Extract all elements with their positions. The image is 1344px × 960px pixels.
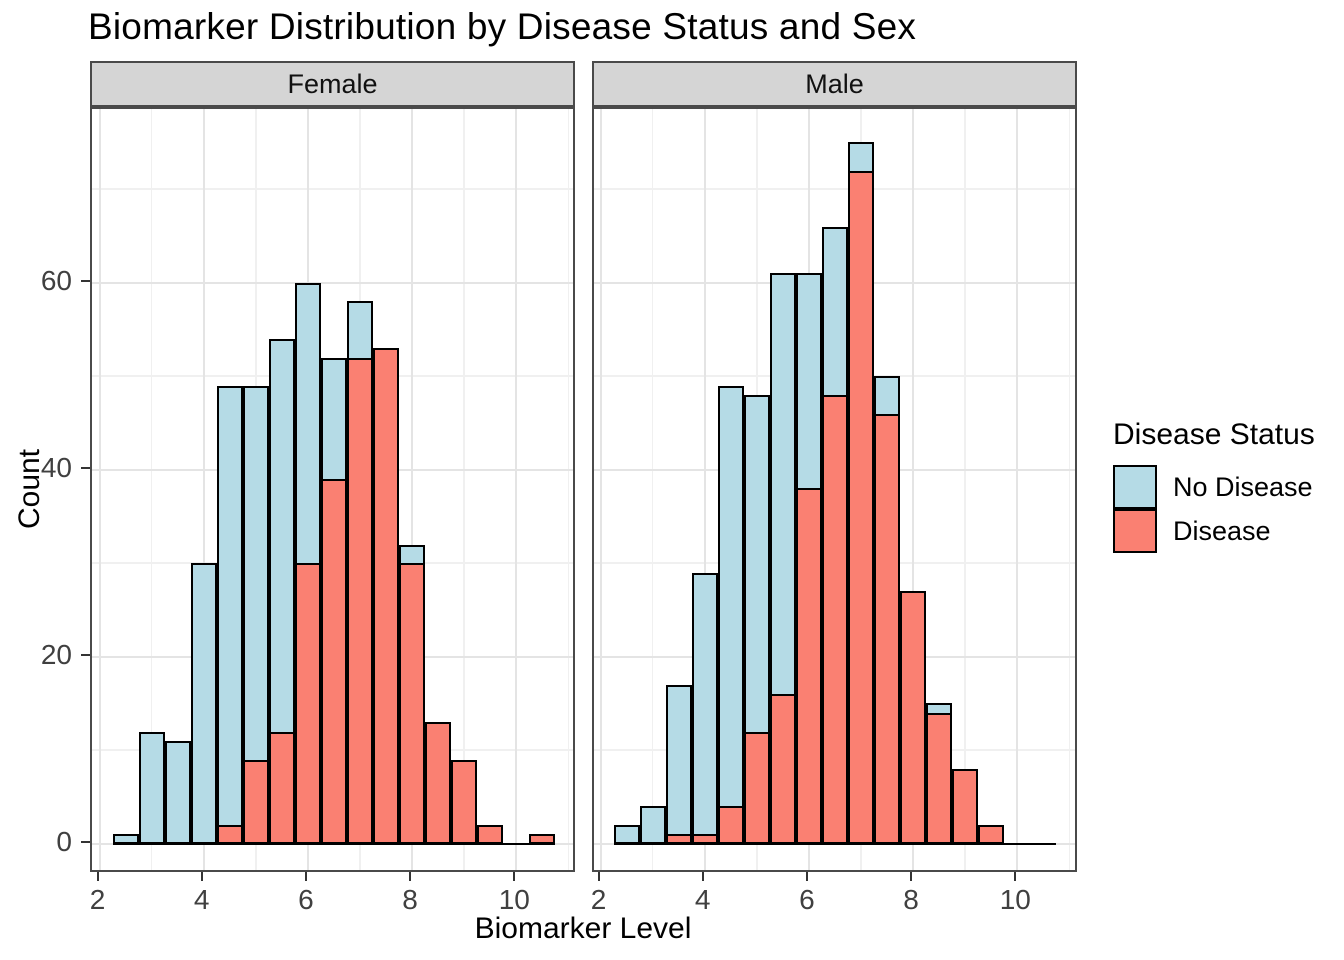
histogram-bar xyxy=(216,385,243,844)
x-tick xyxy=(1014,872,1017,881)
y-tick xyxy=(81,466,90,469)
x-tick xyxy=(409,872,412,881)
histogram-bar xyxy=(529,834,556,844)
histogram-bar xyxy=(639,806,666,844)
histogram-bar xyxy=(769,694,796,844)
histogram-bar xyxy=(477,825,504,844)
x-tick xyxy=(701,872,704,881)
histogram-bar xyxy=(373,348,400,844)
x-tick xyxy=(910,872,913,881)
histogram-bar xyxy=(190,563,217,844)
histogram-bar xyxy=(425,722,452,844)
histogram-bar xyxy=(112,834,139,844)
x-tick xyxy=(805,872,808,881)
gridline-x-major xyxy=(912,109,915,870)
histogram-bar xyxy=(613,825,640,844)
x-tick-label: 4 xyxy=(694,884,711,915)
chart-title: Biomarker Distribution by Disease Status… xyxy=(88,6,917,47)
histogram-bar xyxy=(978,825,1005,844)
gridline-x-major xyxy=(411,109,414,870)
x-tick-label: 4 xyxy=(193,884,210,915)
histogram-bar xyxy=(320,479,347,844)
histogram-bar xyxy=(717,806,744,844)
histogram-bar xyxy=(926,712,953,844)
x-tick-label: 10 xyxy=(498,884,530,915)
histogram-bar xyxy=(874,413,901,844)
histogram-bar xyxy=(717,385,744,844)
gridline-x-major xyxy=(599,109,602,870)
histogram-bar xyxy=(294,563,321,844)
x-tick-label: 2 xyxy=(590,884,607,915)
gridline-x-major xyxy=(515,109,518,870)
y-tick-label: 60 xyxy=(40,264,72,296)
x-tick xyxy=(96,872,99,881)
gridline-x-minor xyxy=(1068,109,1071,870)
legend-item-no-disease: No Disease xyxy=(1113,465,1315,509)
gridline-x-minor xyxy=(567,109,570,870)
x-tick-label: 8 xyxy=(402,884,418,915)
legend-item-disease: Disease xyxy=(1113,509,1315,553)
plot-panel-male xyxy=(592,107,1077,872)
gridline-x-major xyxy=(703,109,706,870)
gridline-y-major xyxy=(92,281,573,284)
gridline-x-major xyxy=(98,109,101,870)
disease-swatch xyxy=(1113,509,1157,553)
histogram-bar xyxy=(451,759,478,844)
facet-strip-male: Male xyxy=(592,61,1077,107)
histogram-bar xyxy=(268,731,295,844)
facet-strip-label: Male xyxy=(805,68,864,99)
y-tick-label: 40 xyxy=(40,451,72,483)
gridline-x-minor xyxy=(964,109,966,870)
y-tick xyxy=(81,653,90,656)
x-tick xyxy=(513,872,516,881)
facet-strip-female: Female xyxy=(90,61,575,107)
histogram-bar xyxy=(743,731,770,844)
x-tick-label: 2 xyxy=(89,884,106,915)
histogram-bar xyxy=(665,684,692,844)
histogram-bar xyxy=(399,563,426,844)
gridline-x-major xyxy=(1016,109,1019,870)
histogram-baseline xyxy=(112,842,556,845)
x-tick-label: 8 xyxy=(903,884,919,915)
x-tick-label: 6 xyxy=(298,884,314,915)
y-tick xyxy=(81,840,90,843)
facet-strip-label: Female xyxy=(287,68,378,99)
x-tick-label: 10 xyxy=(999,884,1031,915)
histogram-bar xyxy=(665,834,692,844)
legend-item-label: No Disease xyxy=(1173,471,1313,502)
plot-panel-female xyxy=(90,107,575,872)
x-tick-label: 6 xyxy=(799,884,815,915)
y-tick-label: 20 xyxy=(40,638,72,670)
histogram-bar xyxy=(691,572,718,844)
histogram-bar xyxy=(900,591,927,844)
legend-item-label: Disease xyxy=(1173,515,1271,546)
x-tick xyxy=(597,872,600,881)
x-tick xyxy=(304,872,307,881)
histogram-bar xyxy=(821,394,848,844)
no-disease-swatch xyxy=(1113,465,1157,509)
histogram-bar xyxy=(847,170,875,844)
histogram-bar xyxy=(138,731,165,844)
histogram-baseline xyxy=(613,842,1057,845)
histogram-bar xyxy=(346,357,374,844)
y-tick xyxy=(81,279,90,282)
histogram-bar xyxy=(216,825,243,844)
gridline-x-major xyxy=(202,109,205,870)
histogram-bar xyxy=(952,768,979,844)
gridline-x-minor xyxy=(651,109,654,870)
gridline-x-minor xyxy=(463,109,465,870)
y-tick-label: 0 xyxy=(56,825,72,857)
gridline-x-minor xyxy=(150,109,153,870)
gridline-y-minor xyxy=(92,188,573,190)
histogram-bar xyxy=(242,759,269,844)
x-tick xyxy=(200,872,203,881)
legend: Disease Status No Disease Disease xyxy=(1113,418,1315,553)
legend-title: Disease Status xyxy=(1113,418,1315,451)
histogram-bar xyxy=(795,488,822,844)
x-axis-title: Biomarker Level xyxy=(474,912,692,945)
histogram-bar xyxy=(691,834,718,844)
y-axis-title: Count xyxy=(13,448,46,530)
gridline-y-minor xyxy=(594,188,1075,190)
histogram-bar xyxy=(164,740,191,844)
